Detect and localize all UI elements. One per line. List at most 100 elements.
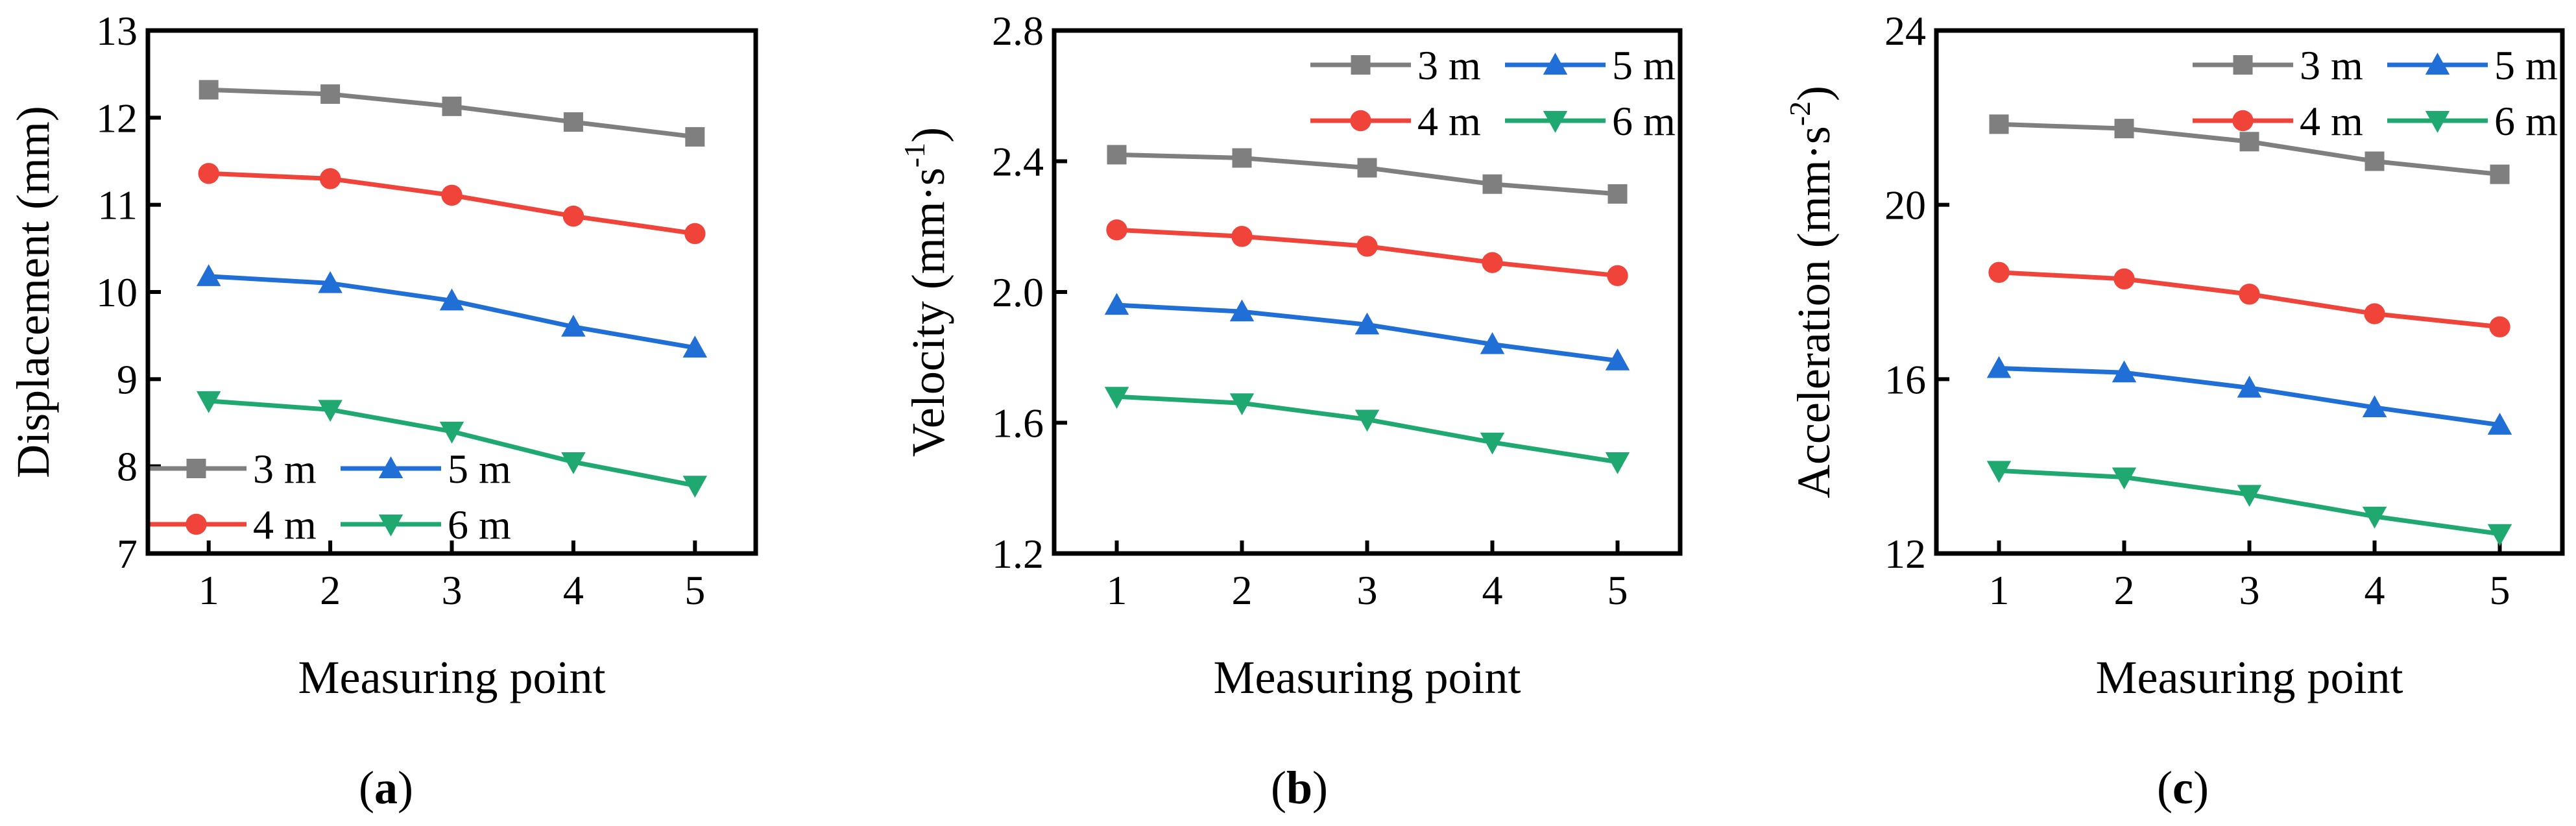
legend-marker-3m — [186, 459, 206, 478]
data-point-4m — [441, 184, 463, 206]
y-axis-label-main: Acceleration (mm·s — [1788, 126, 1840, 498]
series-5m — [1986, 356, 2512, 435]
data-point-6m — [682, 476, 708, 498]
x-tick-labels: 1 2 3 4 5 — [1107, 567, 1628, 613]
panel-b-velocity-chart: 3 m 5 m 4 m 6 m 1.2 1.6 2.0 2.4 2.8 1 2 3 4… — [898, 8, 1683, 814]
x-tick-label: 1 — [199, 567, 219, 613]
legend-marker-5m — [378, 456, 403, 478]
data-point-4m — [684, 223, 706, 245]
legend-label-4m: 4 m — [2300, 98, 2363, 144]
series-4m — [1988, 261, 2510, 337]
series-6m — [196, 391, 708, 498]
x-tick-label: 2 — [2114, 567, 2135, 613]
data-point-3m — [1357, 158, 1377, 178]
series-6m — [1104, 387, 1630, 474]
data-point-5m — [2362, 395, 2387, 417]
x-tick-labels: 1 2 3 4 5 — [199, 567, 706, 613]
x-tick-label: 4 — [2365, 567, 2385, 613]
y-tick-label: 8 — [117, 444, 138, 490]
series-line-5m — [208, 274, 695, 350]
y-tick-label: 20 — [1884, 182, 1926, 228]
data-point-6m — [2487, 524, 2512, 546]
data-point-5m — [1104, 293, 1129, 315]
data-point-6m — [2362, 506, 2387, 529]
y-tick-label: 1.6 — [992, 400, 1044, 446]
data-point-6m — [1986, 461, 2012, 483]
data-point-3m — [1107, 145, 1127, 165]
data-point-5m — [2112, 360, 2137, 383]
data-point-6m — [439, 421, 464, 444]
legend-label-4m: 4 m — [1417, 98, 1481, 144]
y-axis-label: Velocity (mm·s-1) — [898, 127, 954, 457]
data-point-6m — [2112, 467, 2137, 490]
data-point-4m — [562, 205, 584, 227]
data-point-5m — [2487, 413, 2512, 435]
series-3m — [1107, 145, 1628, 204]
x-tick-label: 3 — [2239, 567, 2260, 613]
data-point-6m — [561, 452, 586, 474]
legend-marker-5m — [2425, 53, 2450, 75]
data-point-4m — [198, 163, 219, 184]
x-tick-label: 5 — [2490, 567, 2510, 613]
data-point-3m — [2114, 119, 2134, 139]
legend: 3 m 5 m 4 m 6 m — [1310, 42, 1676, 144]
data-point-3m — [685, 127, 705, 147]
legend: 3 m 5 m 4 m 6 m — [146, 446, 511, 548]
x-tick-label: 5 — [1607, 567, 1628, 613]
legend-marker-6m — [2425, 111, 2450, 133]
plot-frame — [1934, 28, 2565, 556]
data-point-4m — [1356, 236, 1378, 257]
panel-label-a: (a) — [359, 762, 413, 814]
x-tick-label: 3 — [1357, 567, 1378, 613]
data-point-5m — [1354, 312, 1380, 335]
y-tick-label: 24 — [1884, 8, 1926, 54]
legend-marker-6m — [378, 515, 403, 537]
legend-marker-4m — [1350, 110, 1371, 132]
data-point-5m — [1229, 299, 1255, 322]
data-point-6m — [196, 391, 221, 413]
data-point-3m — [563, 112, 583, 132]
legend-label-5m: 5 m — [448, 446, 511, 492]
data-point-6m — [1605, 452, 1630, 474]
legend-marker-6m — [1543, 111, 1568, 133]
series-layer — [1104, 145, 1630, 474]
data-point-3m — [1989, 114, 2009, 134]
data-point-3m — [1232, 148, 1252, 168]
y-tick-label: 9 — [117, 356, 138, 402]
legend-label-3m: 3 m — [253, 446, 317, 492]
legend-marker-5m — [1543, 53, 1568, 75]
data-point-6m — [2237, 485, 2262, 507]
data-point-4m — [1482, 252, 1503, 273]
data-point-3m — [1607, 184, 1628, 204]
plot-frame — [1052, 28, 1683, 556]
legend-marker-4m — [186, 513, 207, 535]
y-tick-label: 11 — [97, 182, 138, 228]
data-point-5m — [2237, 376, 2262, 398]
panel-label-b: (b) — [1271, 762, 1328, 814]
y-axis-label-main: Displacement (mm) — [7, 106, 59, 478]
y-axis-label-tail: ) — [1788, 86, 1840, 101]
x-tick-label: 5 — [684, 567, 705, 613]
data-point-5m — [1986, 356, 2012, 378]
data-point-4m — [319, 168, 341, 189]
data-point-4m — [2489, 316, 2510, 337]
x-axis-label: Measuring point — [1214, 651, 1521, 703]
y-tick-label: 2.8 — [992, 8, 1044, 54]
data-point-4m — [2239, 284, 2260, 305]
y-tick-label: 2.0 — [992, 269, 1044, 315]
data-point-5m — [318, 271, 343, 293]
series-4m — [1106, 219, 1628, 287]
y-tick-labels: 1.2 1.6 2.0 2.4 2.8 — [992, 8, 1044, 577]
series-5m — [196, 264, 708, 358]
series-5m — [1104, 293, 1630, 370]
data-point-5m — [1605, 348, 1630, 370]
data-point-3m — [2239, 132, 2259, 152]
x-tick-label: 2 — [1232, 567, 1253, 613]
data-point-4m — [2364, 303, 2385, 324]
panel-label-c: (c) — [2157, 762, 2209, 814]
data-point-4m — [1231, 226, 1253, 247]
y-axis-label-tail: ) — [902, 127, 954, 143]
legend-label-3m: 3 m — [1417, 42, 1481, 88]
